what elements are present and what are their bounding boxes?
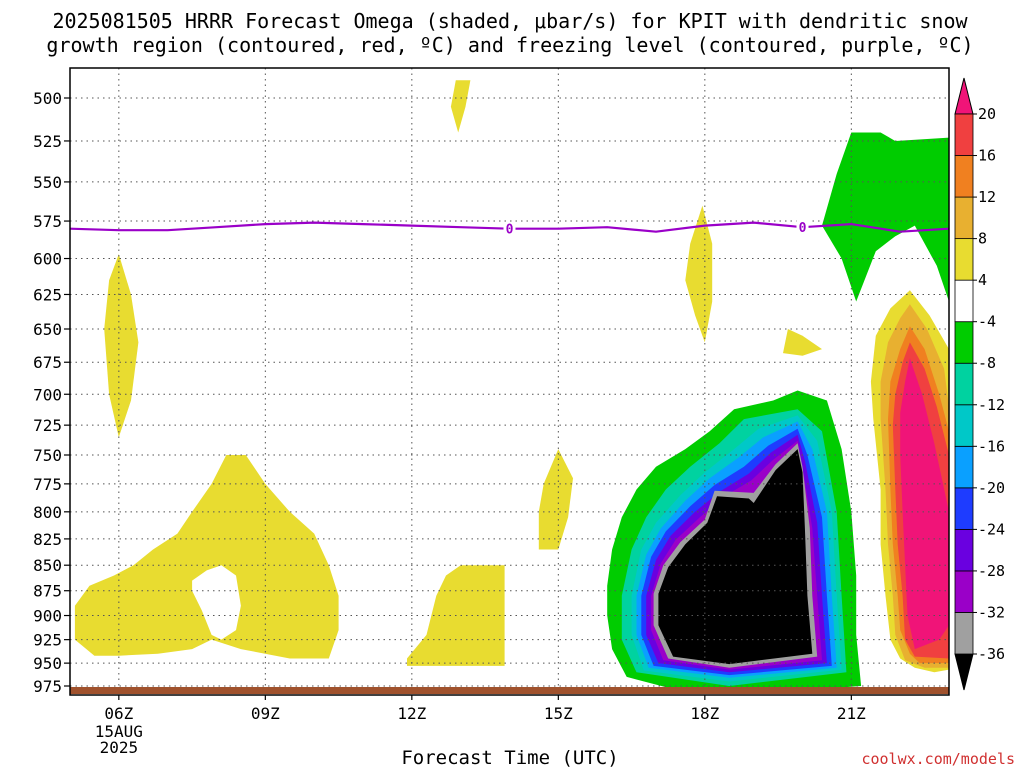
colorbar-segment	[954, 404, 974, 447]
colorbar-label: -24	[978, 520, 1005, 538]
y-tick-label: 900	[33, 607, 62, 626]
colorbar-label: -4	[978, 313, 996, 331]
y-tick-label: 650	[33, 320, 62, 339]
y-tick-label: 700	[33, 385, 62, 404]
colorbar-max-triangle	[954, 77, 974, 115]
y-tick-label: 675	[33, 353, 62, 372]
region-18z-up	[685, 205, 713, 343]
omega-colorbar: -36 -32 -28 -24 -20 -16 -12 -8 -4 4 8 12 16 20	[954, 77, 1005, 691]
region-omega-neg-black	[658, 449, 813, 665]
y-axis-ticks: 500 525 550 575 600 625 650 675 700 725 750 775 800 8…	[33, 89, 70, 696]
region-up-left	[104, 254, 139, 438]
colorbar-label: 20	[978, 105, 996, 123]
colorbar-label: 16	[978, 147, 996, 165]
region-low-left	[74, 455, 339, 659]
y-tick-label: 575	[33, 212, 62, 231]
x-axis-label: Forecast Time (UTC)	[401, 747, 618, 768]
chart-title-line-2: growth region (contoured, red, ºC) and f…	[46, 33, 973, 57]
y-tick-label: 975	[33, 677, 62, 696]
y-tick-label: 850	[33, 556, 62, 575]
y-tick-label: 800	[33, 503, 62, 522]
y-tick-label: 625	[33, 285, 62, 304]
region-mid-small	[538, 449, 573, 550]
y-tick-label: 950	[33, 654, 62, 673]
colorbar-label: -28	[978, 562, 1005, 580]
freezing-label-bg	[503, 221, 516, 236]
x-tick-label: 21Z	[837, 704, 866, 723]
region-up-top	[450, 80, 471, 133]
credit-text: coolwx.com/models	[861, 750, 1015, 768]
y-tick-label: 925	[33, 631, 62, 650]
freezing-level-label: 0	[506, 223, 514, 238]
colorbar-label: -12	[978, 396, 1005, 414]
colorbar-segment	[954, 487, 974, 530]
y-tick-label: 775	[33, 475, 62, 494]
x-tick-sublabel: 15AUG	[95, 722, 143, 741]
colorbar-label: -16	[978, 437, 1005, 455]
colorbar-segment	[954, 113, 974, 156]
colorbar-segment	[954, 196, 974, 240]
colorbar-segment	[954, 279, 974, 323]
x-tick-label: 15Z	[544, 704, 573, 723]
colorbar-segment	[954, 612, 974, 655]
y-tick-label: 600	[33, 250, 62, 269]
x-tick-label: 06Z	[104, 704, 133, 723]
y-tick-label: 525	[33, 132, 62, 151]
y-tick-label: 825	[33, 530, 62, 549]
x-tick-label: 12Z	[397, 704, 426, 723]
colorbar-label: 4	[978, 271, 987, 289]
freezing-level-label: 0	[799, 221, 807, 236]
colorbar-min-triangle	[954, 653, 974, 691]
region-20z-small	[783, 329, 822, 356]
colorbar-segment	[954, 528, 974, 572]
freezing-label-bg	[796, 220, 809, 235]
colorbar-label: -20	[978, 479, 1005, 497]
y-tick-label: 875	[33, 582, 62, 601]
colorbar-segment	[954, 445, 974, 489]
colorbar-segment	[954, 321, 974, 364]
colorbar-segment	[954, 238, 974, 281]
region-omega-pos-magenta	[900, 358, 949, 650]
ground-surface	[70, 687, 949, 694]
x-tick-label: 09Z	[251, 704, 280, 723]
y-tick-label: 500	[33, 89, 62, 108]
colorbar-label: 8	[978, 230, 987, 248]
colorbar-label: 12	[978, 188, 996, 206]
x-tick-sublabel: 2025	[100, 738, 139, 757]
colorbar-label: -36	[978, 645, 1005, 663]
shaded-regions	[74, 80, 949, 693]
grid-lines	[70, 68, 949, 695]
colorbar-segment	[954, 362, 974, 406]
region-low-left-hole	[192, 565, 241, 640]
y-tick-label: 550	[33, 173, 62, 192]
colorbar-label: -32	[978, 603, 1005, 621]
y-tick-label: 725	[33, 416, 62, 435]
y-tick-label: 750	[33, 446, 62, 465]
colorbar-label: -8	[978, 354, 996, 372]
colorbar-segment	[954, 570, 974, 613]
region-green-top	[822, 132, 949, 302]
colorbar-segment	[954, 155, 974, 198]
chart-title-line-1: 2025081505 HRRR Forecast Omega (shaded, …	[52, 9, 968, 33]
x-tick-label: 18Z	[690, 704, 719, 723]
plot-frame	[69, 67, 950, 696]
